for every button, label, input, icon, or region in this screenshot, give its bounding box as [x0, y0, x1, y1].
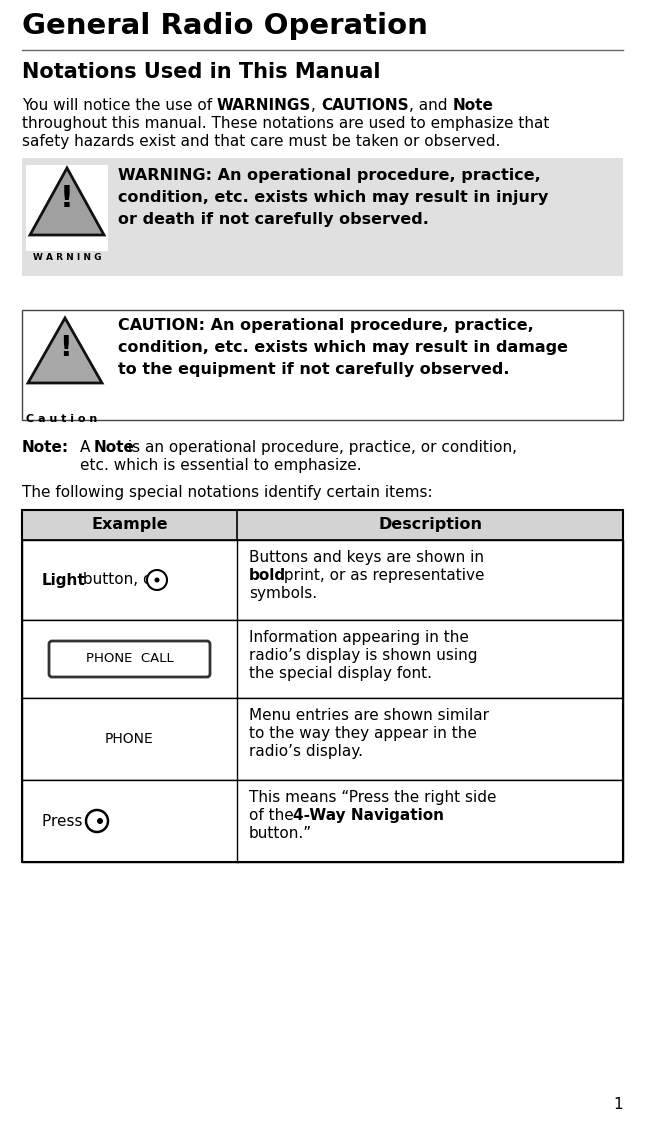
Text: or death if not carefully observed.: or death if not carefully observed.	[118, 212, 429, 227]
Text: symbols.: symbols.	[249, 586, 317, 601]
Bar	[22, 698, 623, 780]
Text: !: !	[60, 184, 74, 213]
Text: Information appearing in the: Information appearing in the	[249, 630, 469, 645]
Text: radio’s display is shown using: radio’s display is shown using	[249, 648, 477, 663]
Text: is an operational procedure, practice, or condition,: is an operational procedure, practice, o…	[123, 440, 517, 454]
Text: Light: Light	[42, 573, 86, 587]
Text: button, or: button, or	[78, 573, 164, 587]
Text: the special display font.: the special display font.	[249, 666, 432, 681]
Bar	[22, 510, 623, 540]
Bar	[22, 780, 623, 862]
Text: Example: Example	[91, 518, 168, 532]
Text: of the: of the	[249, 808, 299, 824]
Text: !: !	[59, 333, 72, 361]
Text: PHONE  CALL: PHONE CALL	[86, 652, 174, 666]
Circle shape	[86, 810, 108, 832]
Text: A: A	[80, 440, 95, 454]
Text: C a u t i o n: C a u t i o n	[26, 414, 97, 424]
Text: safety hazards exist and that care must be taken or observed.: safety hazards exist and that care must …	[22, 134, 501, 148]
Text: throughout this manual. These notations are used to emphasize that: throughout this manual. These notations …	[22, 116, 550, 130]
Text: WARNINGS: WARNINGS	[217, 98, 312, 113]
Bar	[26, 165, 108, 251]
Text: Description: Description	[378, 518, 482, 532]
Text: bold: bold	[249, 568, 286, 583]
Bar	[22, 510, 623, 862]
Text: to the equipment if not carefully observed.: to the equipment if not carefully observ…	[118, 362, 510, 377]
Text: Buttons and keys are shown in: Buttons and keys are shown in	[249, 550, 484, 565]
FancyBboxPatch shape	[49, 641, 210, 677]
Text: condition, etc. exists which may result in injury: condition, etc. exists which may result …	[118, 190, 548, 205]
Text: Press: Press	[42, 813, 87, 828]
Circle shape	[155, 577, 159, 583]
Text: Notations Used in This Manual: Notations Used in This Manual	[22, 62, 381, 82]
Text: etc. which is essential to emphasize.: etc. which is essential to emphasize.	[80, 458, 362, 472]
Text: This means “Press the right side: This means “Press the right side	[249, 790, 497, 806]
Text: WARNING: An operational procedure, practice,: WARNING: An operational procedure, pract…	[118, 168, 541, 183]
Text: Note:: Note:	[22, 440, 69, 454]
Text: PHONE: PHONE	[105, 732, 154, 746]
Text: Menu entries are shown similar: Menu entries are shown similar	[249, 708, 489, 723]
Text: CAUTION: An operational procedure, practice,: CAUTION: An operational procedure, pract…	[118, 318, 534, 333]
Bar	[22, 158, 623, 276]
Text: print, or as representative: print, or as representative	[279, 568, 484, 583]
Text: The following special notations identify certain items:: The following special notations identify…	[22, 485, 433, 500]
Text: You will notice the use of: You will notice the use of	[22, 98, 217, 113]
Text: 4-Way Navigation: 4-Way Navigation	[293, 808, 444, 824]
Text: to the way they appear in the: to the way they appear in the	[249, 726, 477, 741]
Polygon shape	[28, 318, 102, 382]
Polygon shape	[30, 168, 104, 235]
Circle shape	[97, 818, 103, 824]
Text: General Radio Operation: General Radio Operation	[22, 12, 428, 40]
Text: 1: 1	[613, 1097, 623, 1112]
Text: condition, etc. exists which may result in damage: condition, etc. exists which may result …	[118, 340, 568, 356]
Text: Note: Note	[452, 98, 493, 113]
Text: ,: ,	[312, 98, 321, 113]
Text: button.”: button.”	[249, 826, 312, 842]
Text: CAUTIONS: CAUTIONS	[321, 98, 409, 113]
Bar	[22, 310, 623, 420]
Text: , and: , and	[409, 98, 452, 113]
Text: W A R N I N G: W A R N I N G	[33, 253, 101, 262]
Text: Note: Note	[94, 440, 135, 454]
Circle shape	[147, 570, 167, 590]
Bar	[22, 540, 623, 620]
Bar	[22, 620, 623, 698]
Text: radio’s display.: radio’s display.	[249, 744, 363, 759]
